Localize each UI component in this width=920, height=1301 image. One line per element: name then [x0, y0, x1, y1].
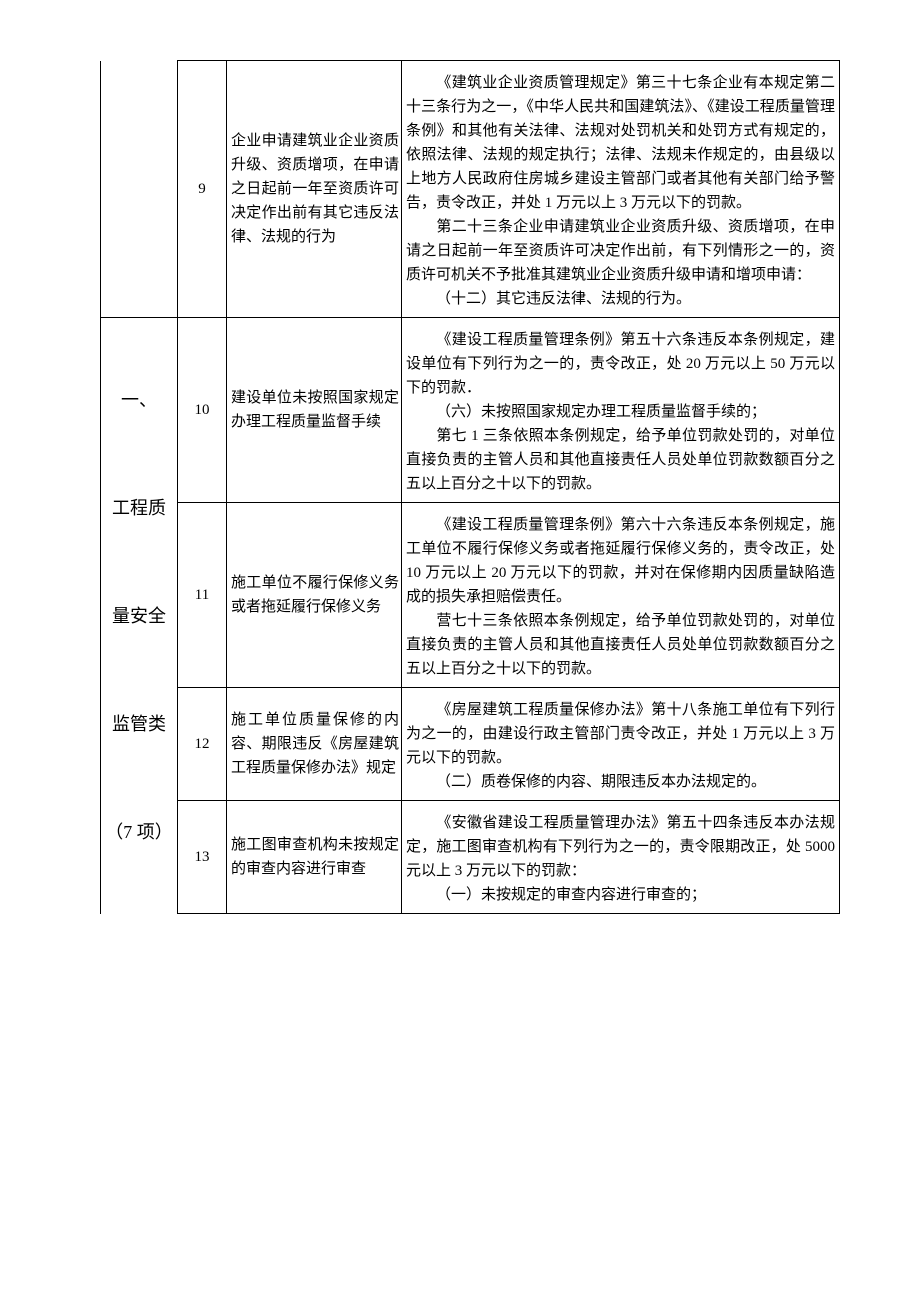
table-row: 12 施工单位质量保修的内容、期限违反《房屋建筑工程质量保修办法》规定 《房屋建…: [101, 688, 840, 801]
document-page: 9 企业申请建筑业企业资质升级、资质增项，在申请之日起前一年至资质许可决定作出前…: [0, 0, 920, 974]
violation-item: 企业申请建筑业企业资质升级、资质增项，在申请之日起前一年至资质许可决定作出前有其…: [227, 61, 402, 318]
legal-basis: 《安徽省建设工程质量管理办法》第五十四条违反本办法规定，施工图审查机构有下列行为…: [402, 801, 840, 914]
row-number: 13: [178, 801, 227, 914]
table-row: 一、工程质量安全监管类（7 项） 10 建设单位未按照国家规定办理工程质量监督手…: [101, 318, 840, 503]
category-cell-blank: [101, 61, 178, 318]
violation-item: 施工单位不履行保修义务或者拖延履行保修义务: [227, 503, 402, 688]
row-number: 12: [178, 688, 227, 801]
desc-text: 《建筑业企业资质管理规定》第三十七条企业有本规定第二十三条行为之一，《中华人民共…: [406, 75, 835, 307]
violation-item: 施工单位质量保修的内容、期限违反《房屋建筑工程质量保修办法》规定: [227, 688, 402, 801]
category-cell: 一、工程质量安全监管类（7 项）: [101, 318, 178, 914]
violation-item: 施工图审查机构未按规定的审查内容进行审查: [227, 801, 402, 914]
desc-text: 《安徽省建设工程质量管理办法》第五十四条违反本办法规定，施工图审查机构有下列行为…: [406, 815, 835, 903]
row-number: 11: [178, 503, 227, 688]
table-row: 11 施工单位不履行保修义务或者拖延履行保修义务 《建设工程质量管理条例》第六十…: [101, 503, 840, 688]
legal-basis: 《建设工程质量管理条例》第六十六条违反本条例规定，施工单位不履行保修义务或者拖延…: [402, 503, 840, 688]
table-row: 13 施工图审查机构未按规定的审查内容进行审查 《安徽省建设工程质量管理办法》第…: [101, 801, 840, 914]
table-row: 9 企业申请建筑业企业资质升级、资质增项，在申请之日起前一年至资质许可决定作出前…: [101, 61, 840, 318]
row-number: 9: [178, 61, 227, 318]
row-number: 10: [178, 318, 227, 503]
regulation-table: 9 企业申请建筑业企业资质升级、资质增项，在申请之日起前一年至资质许可决定作出前…: [100, 60, 840, 914]
desc-text: 《房屋建筑工程质量保修办法》第十八条施工单位有下列行为之一的，由建设行政主管部门…: [406, 702, 835, 790]
legal-basis: 《建筑业企业资质管理规定》第三十七条企业有本规定第二十三条行为之一，《中华人民共…: [402, 61, 840, 318]
legal-basis: 《建设工程质量管理条例》第五十六条违反本条例规定，建设单位有下列行为之一的，责令…: [402, 318, 840, 503]
legal-basis: 《房屋建筑工程质量保修办法》第十八条施工单位有下列行为之一的，由建设行政主管部门…: [402, 688, 840, 801]
desc-text: 《建设工程质量管理条例》第五十六条违反本条例规定，建设单位有下列行为之一的，责令…: [406, 332, 835, 492]
desc-text: 《建设工程质量管理条例》第六十六条违反本条例规定，施工单位不履行保修义务或者拖延…: [406, 517, 835, 677]
violation-item: 建设单位未按照国家规定办理工程质量监督手续: [227, 318, 402, 503]
